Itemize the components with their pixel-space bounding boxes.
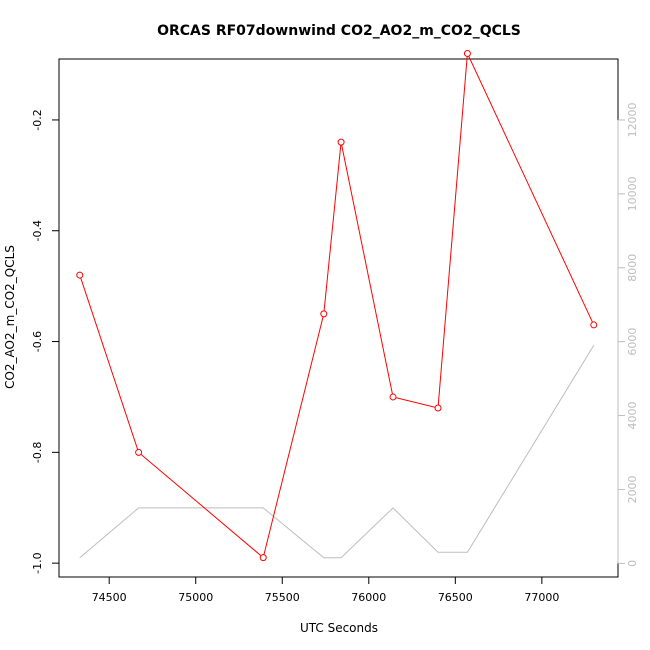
y2-tick-label: 4000	[626, 402, 639, 430]
data-point	[337, 138, 345, 146]
y2-tick-label: 6000	[626, 328, 639, 356]
chart-title: ORCAS RF07downwind CO2_AO2_m_CO2_QCLS	[157, 23, 521, 39]
y-tick-label: -0.8	[31, 442, 44, 463]
y2-axis: 0 2000 4000 6000 8000 10000 12000	[617, 102, 639, 567]
x-axis-label: UTC Seconds	[300, 621, 378, 635]
y-axis: -1.0 -0.8 -0.6 -0.4 -0.2	[31, 109, 60, 574]
series-line-left	[79, 51, 595, 559]
y-tick-label: -0.4	[31, 220, 44, 241]
data-point	[259, 554, 267, 562]
data-point	[135, 448, 143, 456]
y2-tick-label: 12000	[626, 102, 639, 137]
x-tick-label: 75000	[178, 591, 213, 604]
y-tick-label: -1.0	[31, 552, 44, 573]
data-point	[389, 393, 397, 401]
y2-tick-label: 2000	[626, 475, 639, 503]
x-axis: 74500 75000 75500 76000 76500 77000	[92, 576, 559, 604]
y2-tick-label: 10000	[626, 176, 639, 211]
data-point	[76, 271, 84, 279]
y2-tick-label: 0	[626, 560, 639, 567]
series-layer	[76, 49, 598, 562]
data-point	[463, 49, 471, 57]
x-tick-label: 76000	[351, 591, 386, 604]
x-tick-label: 76500	[438, 591, 473, 604]
x-tick-label: 77000	[524, 591, 559, 604]
data-point	[320, 310, 328, 318]
series-line-right	[79, 345, 595, 559]
data-point	[434, 404, 442, 412]
x-tick-label: 75500	[265, 591, 300, 604]
data-point	[590, 321, 598, 329]
y-tick-label: -0.2	[31, 109, 44, 130]
plot-frame	[58, 58, 619, 578]
y-tick-label: -0.6	[31, 331, 44, 352]
y-axis-label: CO2_AO2_m_CO2_QCLS	[3, 245, 17, 389]
x-tick-label: 74500	[92, 591, 127, 604]
y2-tick-label: 8000	[626, 254, 639, 282]
